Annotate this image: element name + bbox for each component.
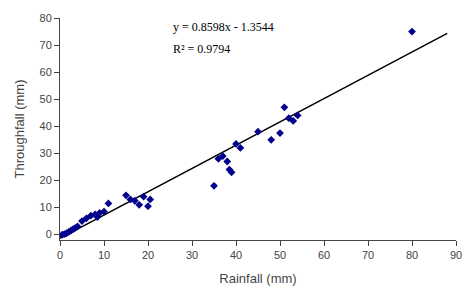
svg-text:20: 20 (142, 249, 154, 261)
svg-text:Throughfall (mm): Throughfall (mm) (12, 80, 27, 179)
svg-text:90: 90 (450, 249, 462, 261)
svg-text:0: 0 (46, 228, 52, 240)
svg-text:10: 10 (40, 201, 52, 213)
svg-text:20: 20 (40, 174, 52, 186)
svg-text:40: 40 (230, 249, 242, 261)
svg-text:60: 60 (40, 66, 52, 78)
svg-text:70: 70 (40, 39, 52, 51)
svg-text:10: 10 (98, 249, 110, 261)
svg-text:30: 30 (186, 249, 198, 261)
svg-text:30: 30 (40, 147, 52, 159)
svg-text:80: 80 (40, 12, 52, 24)
svg-text:50: 50 (40, 93, 52, 105)
svg-text:R² = 0.9794: R² = 0.9794 (173, 42, 230, 56)
svg-text:80: 80 (406, 249, 418, 261)
svg-text:50: 50 (274, 249, 286, 261)
svg-text:40: 40 (40, 120, 52, 132)
svg-text:60: 60 (318, 249, 330, 261)
svg-text:y = 0.8598x - 1.3544: y = 0.8598x - 1.3544 (173, 20, 274, 34)
svg-text:70: 70 (362, 249, 374, 261)
svg-text:0: 0 (57, 249, 63, 261)
svg-text:Rainfall (mm): Rainfall (mm) (219, 271, 296, 286)
